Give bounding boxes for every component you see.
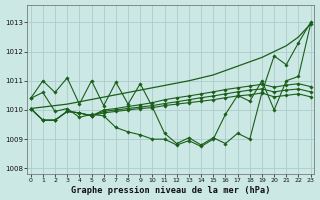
X-axis label: Graphe pression niveau de la mer (hPa): Graphe pression niveau de la mer (hPa) bbox=[71, 186, 270, 195]
